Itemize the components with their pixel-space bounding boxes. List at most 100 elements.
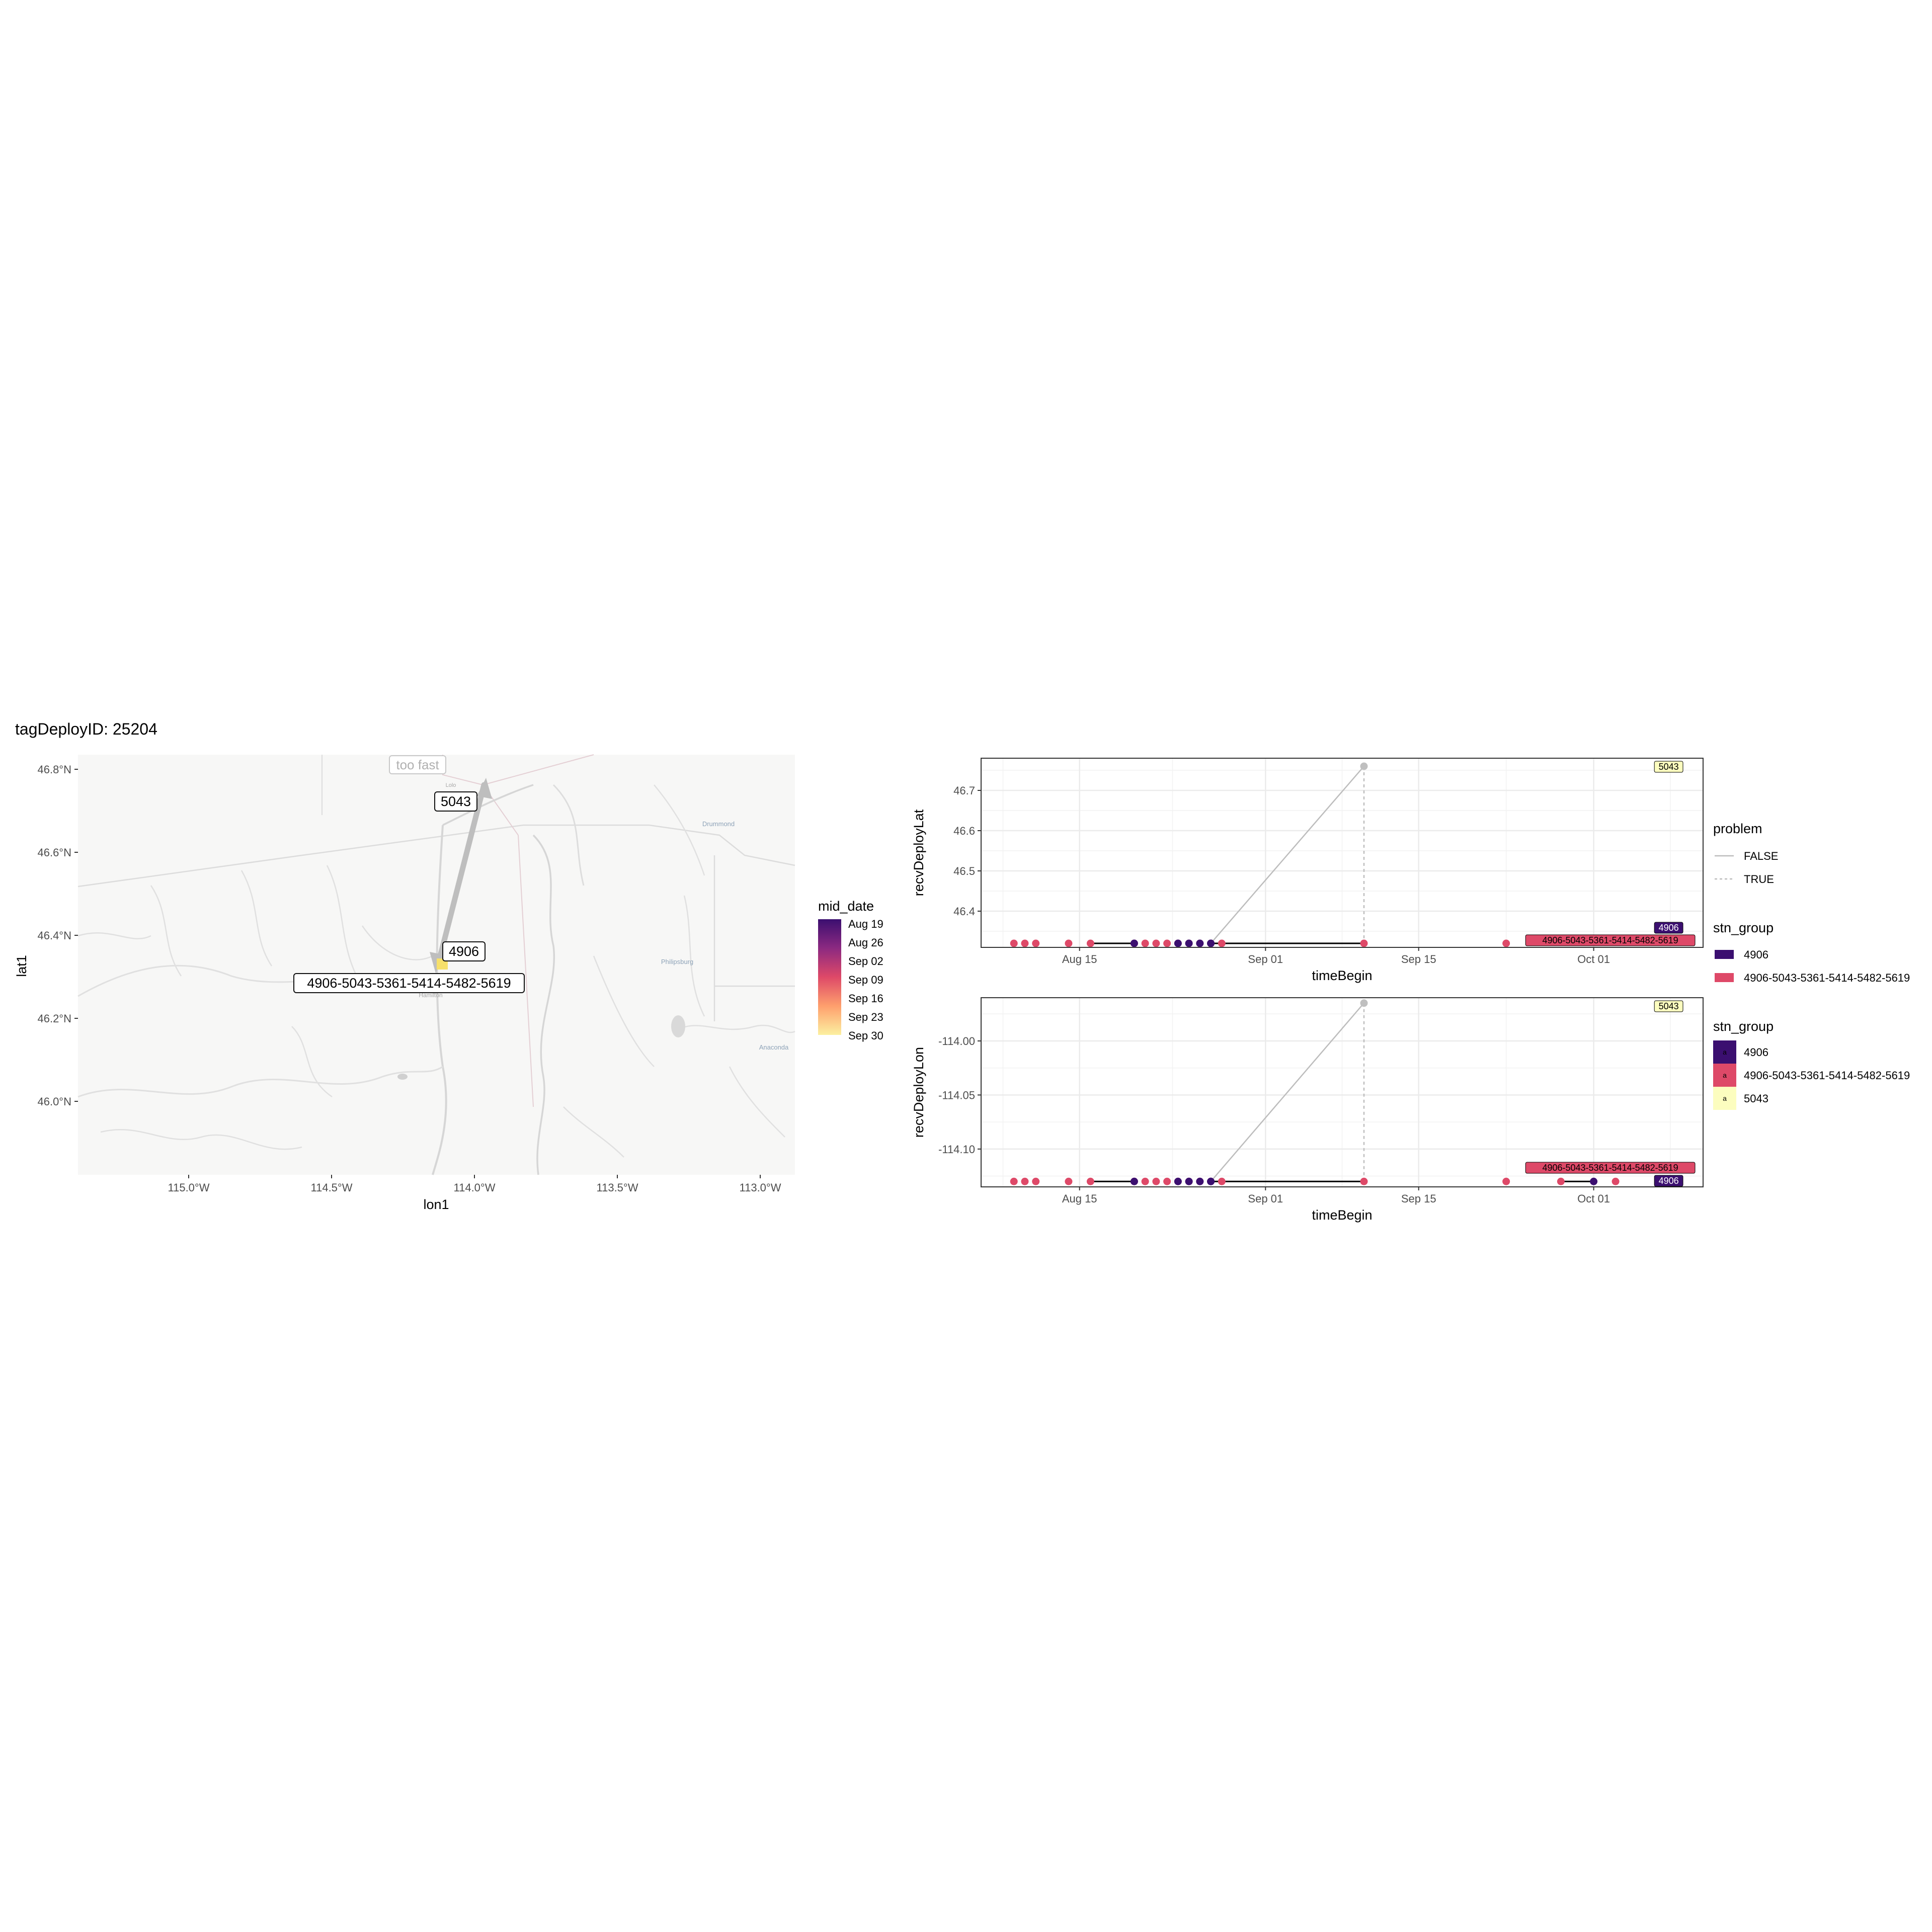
map-y-axis: 46.8°N 46.6°N 46.4°N 46.2°N 46.0°N lat1 (14, 763, 78, 1108)
point-5043 (1360, 999, 1368, 1007)
point-multi (1502, 939, 1510, 947)
plot-border (981, 758, 1704, 948)
problem-legend-title: problem (1713, 821, 1762, 836)
point-multi (1163, 939, 1171, 947)
group-label-box-4906 (1654, 922, 1683, 934)
svg-text:4906-5043-5361-5414-5482-5619: 4906-5043-5361-5414-5482-5619 (307, 976, 511, 991)
point-4906 (1185, 939, 1193, 947)
map-x-tick-label: 113.5°W (597, 1181, 638, 1194)
group-label-box-4906 (1654, 1175, 1683, 1187)
point-4906 (1174, 939, 1182, 947)
svg-text:Sep 23: Sep 23 (848, 1011, 883, 1023)
station-label-5043: 5043 (434, 791, 477, 812)
map-x-axis: 115.0°W 114.5°W 114.0°W 113.5°W 113.0°W … (168, 1175, 781, 1212)
y-axis-title: recvDeployLat (911, 809, 926, 896)
svg-text:4906-5043-5361-5414-5482-5619: 4906-5043-5361-5414-5482-5619 (1744, 972, 1910, 984)
point-multi (1218, 939, 1226, 947)
svg-text:5043: 5043 (441, 794, 471, 809)
point-multi (1032, 939, 1040, 947)
point-multi (1612, 1177, 1620, 1185)
mid-date-colorbar (818, 919, 841, 1035)
svg-text:TRUE: TRUE (1744, 873, 1774, 886)
too-fast-annotation: too fast (389, 755, 446, 774)
place-label-hamilton: Hamilton (419, 992, 442, 999)
map-x-tick-label: 113.0°W (740, 1181, 781, 1194)
stn-group-legend-title: stn_group (1713, 920, 1774, 935)
svg-text:a: a (1723, 1071, 1727, 1079)
x-tick-label: Oct 01 (1577, 1192, 1610, 1205)
x-tick-label: Sep 15 (1401, 1192, 1436, 1205)
map-x-tick-label: 114.0°W (454, 1181, 496, 1194)
point-4906 (1174, 1177, 1182, 1185)
map-y-tick-label: 46.0°N (37, 1095, 71, 1108)
point-multi (1163, 1177, 1171, 1185)
x-axis-title: timeBegin (1312, 1208, 1372, 1223)
point-multi (1021, 939, 1029, 947)
figure-title: tagDeployID: 25204 (15, 720, 157, 738)
map-y-axis-title: lat1 (14, 955, 29, 977)
map-terrain (77, 754, 795, 1175)
map-y-tick-label: 46.6°N (37, 846, 71, 859)
point-multi (1218, 1177, 1226, 1185)
y-axis-title: recvDeployLon (911, 1047, 926, 1138)
svg-text:Sep 16: Sep 16 (848, 992, 883, 1005)
group-label-box-multi (1525, 934, 1696, 946)
group-label-box-5043 (1654, 1000, 1683, 1012)
map-y-tick-label: 46.8°N (37, 763, 71, 776)
svg-text:4906-5043-5361-5414-5482-5619: 4906-5043-5361-5414-5482-5619 (1744, 1069, 1910, 1082)
point-multi (1086, 939, 1094, 947)
point-4906 (1196, 939, 1204, 947)
svg-text:a: a (1723, 1094, 1727, 1102)
problem-false-line (1210, 766, 1364, 944)
place-label-philipsburg: Philipsburg (661, 958, 693, 965)
stn-4906-label-key (1713, 1040, 1736, 1064)
point-multi (1141, 1177, 1149, 1185)
station-label-multi: 4906-5043-5361-5414-5482-5619 (293, 973, 525, 993)
point-multi (1141, 939, 1149, 947)
point-4906 (1130, 1177, 1138, 1185)
svg-text:Sep 09: Sep 09 (848, 974, 883, 986)
y-tick-label: -114.00 (938, 1035, 975, 1048)
stn-multi-label-key (1713, 1064, 1736, 1087)
problem-false-line (1210, 1002, 1364, 1182)
place-label-drummond: Drummond (702, 820, 735, 828)
point-multi (1557, 1177, 1565, 1185)
mid-date-legend: mid_date Aug 19 Aug 26 Sep 02 Sep 09 Sep… (818, 899, 883, 1042)
y-tick-label: 46.4 (953, 905, 975, 918)
svg-text:Sep 02: Sep 02 (848, 955, 883, 968)
map-x-axis-title: lon1 (423, 1197, 449, 1212)
x-tick-label: Sep 01 (1248, 953, 1283, 965)
point-multi (1086, 1177, 1094, 1185)
map-x-tick-label: 115.0°W (168, 1181, 210, 1194)
group-label-multi: 4906-5043-5361-5414-5482-5619 (1542, 935, 1678, 945)
stn-group-line-legend: stn_group 4906 4906-5043-5361-5414-5482-… (1713, 920, 1910, 984)
point-multi (1010, 1177, 1018, 1185)
point-5043 (1360, 762, 1368, 770)
svg-text:4906: 4906 (1744, 1046, 1768, 1059)
group-label-4906: 4906 (1659, 923, 1679, 933)
plot-border (981, 997, 1704, 1187)
point-multi (1152, 939, 1160, 947)
point-multi (1065, 1177, 1073, 1185)
problem-legend: problem FALSE TRUE (1713, 821, 1778, 886)
group-label-4906: 4906 (1659, 1176, 1679, 1186)
svg-text:Sep 30: Sep 30 (848, 1029, 883, 1042)
y-tick-label: -114.05 (938, 1089, 975, 1101)
stn-multi-key (1715, 973, 1734, 982)
station-label-4906: 4906 (442, 941, 486, 961)
point-multi (1021, 1177, 1029, 1185)
stn-5043-label-key (1713, 1087, 1736, 1110)
x-tick-label: Aug 15 (1062, 1192, 1097, 1205)
point-4906 (1207, 1177, 1215, 1185)
svg-text:a: a (1723, 1048, 1727, 1056)
place-label-lolo: Lolo (446, 782, 456, 788)
map-y-tick-label: 46.4°N (37, 929, 71, 942)
map-y-tick-label: 46.2°N (37, 1012, 71, 1025)
stn-4906-key (1715, 950, 1734, 959)
point-4906 (1196, 1177, 1204, 1185)
map-panel: Drummond Philipsburg Anaconda Hamilton L… (14, 754, 883, 1212)
point-multi (1152, 1177, 1160, 1185)
group-label-box-5043 (1654, 761, 1683, 773)
point-4906 (1590, 1177, 1598, 1185)
